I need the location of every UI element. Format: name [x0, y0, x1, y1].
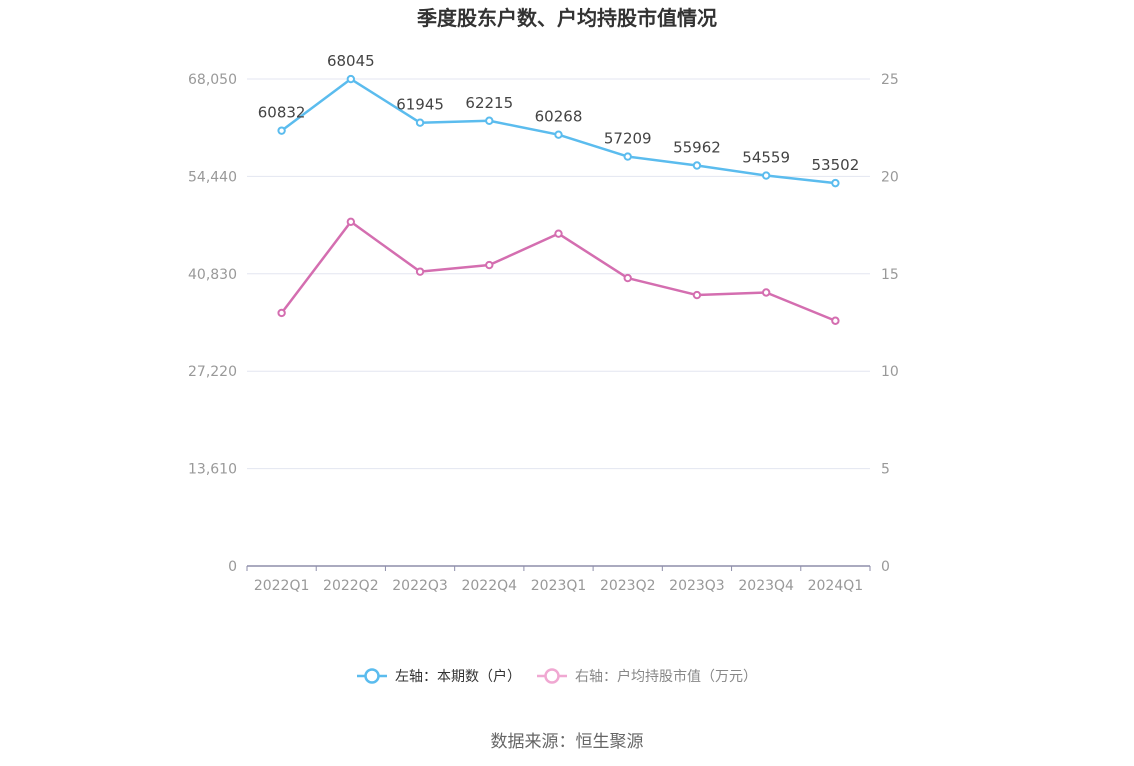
left-axis-tick-label: 13,610 — [188, 462, 237, 478]
data-point — [761, 171, 771, 180]
series-left: 60832 68045 61945 62215 60268 57209 55962 54559… — [258, 52, 860, 188]
data-label: 60832 — [258, 104, 306, 122]
legend[interactable]: 左轴：本期数（户） 右轴：户均持股市值（万元） — [357, 668, 757, 685]
data-point — [831, 178, 840, 188]
data-point — [485, 116, 494, 125]
x-axis-tick-label: 2022Q4 — [461, 578, 517, 594]
left-axis-tick-label: 68,050 — [188, 72, 237, 88]
series-right — [277, 217, 840, 325]
data-point — [554, 130, 563, 139]
data-point — [623, 273, 632, 283]
x-axis-tick-label: 2024Q1 — [808, 578, 864, 594]
chart-title: 季度股东户数、户均持股市值情况 — [416, 6, 717, 30]
x-axis-tick-label: 2023Q2 — [600, 578, 656, 594]
data-point — [415, 118, 425, 127]
x-axis-tick-label: 2022Q2 — [323, 578, 379, 594]
left-axis-tick-label: 40,830 — [188, 267, 237, 283]
x-axis-tick-label: 2023Q3 — [669, 578, 725, 594]
legend-marker-icon — [544, 668, 560, 684]
right-axis-tick-label: 15 — [881, 267, 899, 283]
data-point — [623, 152, 632, 161]
data-point — [346, 217, 356, 226]
data-point — [692, 290, 702, 300]
data-label: 53502 — [812, 156, 860, 174]
data-point — [761, 288, 771, 297]
data-point — [346, 74, 356, 84]
data-label: 61945 — [396, 96, 444, 114]
data-point — [554, 229, 563, 238]
data-label: 68045 — [327, 52, 375, 70]
right-axis-tick-label: 20 — [881, 169, 899, 185]
data-label: 62215 — [465, 94, 513, 112]
x-axis-tick-label: 2022Q3 — [392, 578, 448, 594]
series-layer: 60832 68045 61945 62215 60268 57209 55962 54559… — [258, 52, 860, 325]
data-point — [277, 126, 286, 135]
legend-item-left[interactable]: 左轴：本期数（户） — [357, 668, 521, 685]
legend-item-right[interactable]: 右轴：户均持股市值（万元） — [537, 668, 757, 685]
left-axis-tick-label: 54,440 — [188, 169, 237, 185]
data-point — [277, 308, 286, 318]
data-label: 55962 — [673, 139, 721, 157]
data-label: 54559 — [742, 149, 790, 167]
data-point — [831, 316, 840, 325]
right-axis-tick-label: 5 — [881, 462, 890, 478]
x-axis-tick-label: 2023Q1 — [531, 578, 587, 594]
legend-label: 右轴：户均持股市值（万元） — [575, 668, 757, 685]
x-axis-tick-label: 2023Q4 — [738, 578, 794, 594]
legend-label: 左轴：本期数（户） — [395, 668, 521, 685]
right-axis-tick-label: 0 — [881, 559, 890, 575]
data-point — [485, 260, 494, 270]
right-axis-tick-label: 10 — [881, 364, 899, 380]
data-label: 60268 — [535, 108, 583, 126]
data-point — [692, 161, 702, 170]
left-axis-tick-label: 27,220 — [188, 364, 237, 380]
right-axis-tick-label: 25 — [881, 72, 899, 88]
source-text: 数据来源：恒生聚源 — [491, 732, 644, 752]
left-axis-tick-label: 0 — [228, 559, 237, 575]
legend-marker-icon — [364, 668, 380, 684]
data-label: 57209 — [604, 130, 652, 148]
x-axis-tick-label: 2022Q1 — [254, 578, 310, 594]
axes: 0 0 13,610 5 27,220 10 40,830 15 54,440 20 68,050 2… — [188, 72, 899, 594]
data-point — [415, 267, 425, 276]
